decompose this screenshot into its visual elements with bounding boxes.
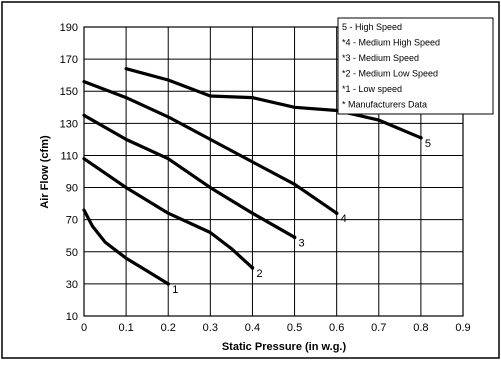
- x-tick-label: 0.7: [371, 322, 386, 334]
- x-axis-title: Static Pressure (in w.g.): [222, 341, 347, 353]
- series-line-2: [82, 157, 254, 270]
- series-line-1: [82, 208, 170, 286]
- y-tick-label: 130: [60, 118, 78, 130]
- y-tick-label: 190: [60, 22, 78, 34]
- x-tick-label: 0: [81, 322, 87, 334]
- x-tick-label: 0.2: [161, 322, 176, 334]
- legend-entry: *4 - Medium High Speed: [342, 38, 440, 48]
- legend-entry: *1 - Low speed: [342, 84, 402, 94]
- y-tick-label: 30: [66, 279, 78, 291]
- curve-labels: 1 2 3 4 5: [172, 138, 431, 296]
- y-tick-label: 10: [66, 311, 78, 323]
- y-tick-label: 70: [66, 215, 78, 227]
- legend: 5 - High Speed *4 - Medium High Speed *3 -…: [337, 17, 494, 115]
- series-line-4: [82, 79, 339, 215]
- curve-label-4: 4: [341, 213, 347, 225]
- axes: 0 0.1 0.2 0.3 0.4 0.5 0.6 0.7 0.8 0.9103050709011…: [60, 22, 471, 334]
- legend-entry: * Manufacturers Data: [342, 100, 427, 110]
- x-tick-label: 0.9: [455, 322, 470, 334]
- series-end-point-2: [250, 266, 255, 270]
- curve-label-3: 3: [299, 237, 305, 249]
- series-lines: [82, 67, 423, 286]
- legend-entry: *3 - Medium Speed: [342, 53, 419, 63]
- y-tick-label: 110: [60, 150, 78, 162]
- y-tick-label: 170: [60, 54, 78, 66]
- y-axis-title: Air Flow (cfm): [39, 135, 51, 209]
- curve-label-2: 2: [256, 268, 262, 280]
- x-tick-label: 0.1: [118, 322, 133, 334]
- x-tick-label: 0.4: [245, 322, 260, 334]
- x-tick-label: 0.3: [203, 322, 218, 334]
- series-end-point-1: [166, 282, 171, 286]
- x-tick-label: 0.5: [287, 322, 302, 334]
- y-tick-label: 90: [66, 183, 78, 195]
- series-end-point-3: [292, 235, 297, 240]
- x-tick-label: 0.8: [413, 322, 428, 334]
- y-tick-label: 50: [66, 247, 78, 259]
- curve-label-5: 5: [425, 138, 431, 150]
- x-tick-label: 0.6: [329, 322, 344, 334]
- series-end-point-5: [419, 135, 423, 140]
- y-tick-label: 150: [60, 86, 78, 98]
- series-line-5: [124, 67, 423, 140]
- series-end-point-4: [334, 211, 339, 216]
- legend-entry: 5 - High Speed: [342, 22, 402, 32]
- curve-label-1: 1: [172, 284, 178, 296]
- legend-entry: *2 - Medium Low Speed: [342, 69, 438, 79]
- legend-box: [337, 17, 494, 115]
- plot-frame: [83, 26, 464, 317]
- series-line-3: [82, 113, 297, 239]
